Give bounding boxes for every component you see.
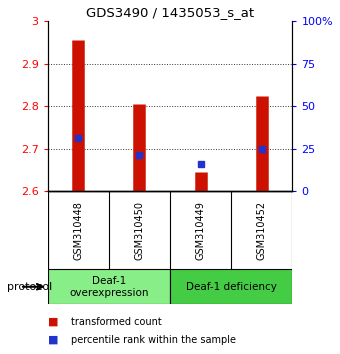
Bar: [170, 269, 292, 304]
Text: GSM310452: GSM310452: [257, 200, 267, 260]
Text: ■: ■: [48, 317, 58, 327]
Text: protocol: protocol: [7, 282, 52, 292]
Text: ■: ■: [48, 335, 58, 345]
Text: transformed count: transformed count: [71, 317, 162, 327]
Text: percentile rank within the sample: percentile rank within the sample: [71, 335, 236, 345]
Text: Deaf-1 deficiency: Deaf-1 deficiency: [186, 282, 277, 292]
Text: Deaf-1
overexpression: Deaf-1 overexpression: [69, 276, 149, 298]
Text: GSM310450: GSM310450: [134, 201, 144, 259]
Title: GDS3490 / 1435053_s_at: GDS3490 / 1435053_s_at: [86, 6, 254, 19]
Text: GSM310448: GSM310448: [73, 201, 83, 259]
Text: GSM310449: GSM310449: [195, 201, 206, 259]
Bar: [48, 269, 170, 304]
